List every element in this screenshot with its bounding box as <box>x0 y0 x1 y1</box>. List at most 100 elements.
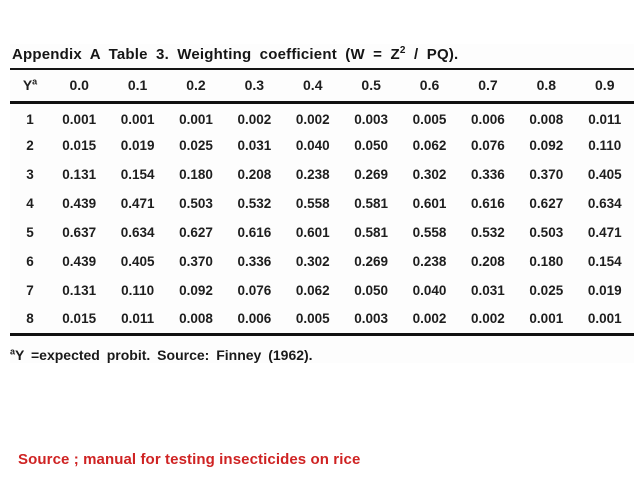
value-cell: 0.003 <box>354 111 389 127</box>
weighting-coefficient-table: Ya 0.0 0.1 0.2 0.3 0.4 0.5 0.6 0.7 0.8 0.9 1 0.001… <box>10 68 634 336</box>
column-header: 0.3 <box>244 77 265 94</box>
value-cell: 0.439 <box>62 254 97 269</box>
column-header: 0.7 <box>478 77 498 94</box>
value-cell: 0.532 <box>237 196 272 211</box>
value-cell: 0.370 <box>179 254 213 269</box>
column-header: 0.2 <box>186 77 206 94</box>
value-cell: 0.092 <box>529 138 564 153</box>
value-cell: 0.601 <box>295 225 330 240</box>
row-label: 1 <box>26 111 34 127</box>
y-footnote-marker: a <box>32 76 38 87</box>
value-cell: 0.110 <box>588 138 622 153</box>
row-label: 5 <box>26 225 34 240</box>
value-cell: 0.001 <box>529 311 564 327</box>
value-cell: 0.581 <box>354 196 389 211</box>
z-squared-exponent: 2 <box>399 45 406 56</box>
value-cell: 0.001 <box>62 111 97 127</box>
scanned-table-region: Appendix A Table 3. Weighting coefficien… <box>10 44 634 363</box>
value-cell: 0.019 <box>120 138 155 153</box>
value-cell: 0.002 <box>471 311 505 327</box>
value-cell: 0.370 <box>529 167 564 182</box>
value-cell: 0.336 <box>237 254 272 269</box>
value-cell: 0.002 <box>412 311 447 327</box>
value-cell: 0.634 <box>587 196 622 211</box>
value-cell: 0.558 <box>295 196 330 211</box>
value-cell: 0.015 <box>62 138 97 153</box>
column-header: 0.6 <box>419 77 440 94</box>
value-cell: 0.154 <box>587 254 622 269</box>
column-header: 0.8 <box>536 77 557 94</box>
value-cell: 0.405 <box>120 254 155 269</box>
value-cell: 0.302 <box>295 254 330 269</box>
table-header: Ya 0.0 0.1 0.2 0.3 0.4 0.5 0.6 0.7 0.8 0.9 <box>10 69 634 102</box>
table-title-suffix: / PQ). <box>405 46 459 63</box>
value-cell: 0.019 <box>587 283 622 298</box>
value-cell: 0.031 <box>237 138 272 153</box>
value-cell: 0.002 <box>237 111 272 127</box>
value-cell: 0.558 <box>412 225 447 240</box>
table-footnote: aY =expected probit. Source: Finney (196… <box>10 345 634 363</box>
column-header: 0.0 <box>69 77 89 94</box>
value-cell: 0.011 <box>121 311 155 327</box>
value-cell: 0.050 <box>354 138 389 153</box>
value-cell: 0.003 <box>354 311 389 327</box>
value-cell: 0.110 <box>121 283 155 298</box>
table-row: 4 0.439 0.471 0.503 0.532 0.558 0.581 0.601 0.61… <box>10 189 634 218</box>
row-label: 7 <box>26 283 34 298</box>
value-cell: 0.062 <box>295 283 330 298</box>
row-label: 2 <box>26 138 34 153</box>
value-cell: 0.002 <box>295 111 330 127</box>
row-label: 3 <box>26 167 34 182</box>
table-title: Appendix A Table 3. Weighting coefficien… <box>10 44 634 68</box>
source-caption: Source ; manual for testing insecticides… <box>18 451 361 468</box>
value-cell: 0.025 <box>529 283 564 298</box>
value-cell: 0.503 <box>529 225 564 240</box>
value-cell: 0.001 <box>179 111 213 127</box>
value-cell: 0.031 <box>471 283 505 298</box>
value-cell: 0.076 <box>471 138 505 153</box>
value-cell: 0.154 <box>120 167 155 182</box>
value-cell: 0.208 <box>237 167 272 182</box>
value-cell: 0.302 <box>412 167 447 182</box>
value-cell: 0.627 <box>529 196 564 211</box>
value-cell: 0.050 <box>354 283 389 298</box>
table-row: 8 0.015 0.011 0.008 0.006 0.005 0.003 0.002 0.00… <box>10 305 634 334</box>
value-cell: 0.208 <box>471 254 505 269</box>
value-cell: 0.008 <box>179 311 213 327</box>
value-cell: 0.015 <box>62 311 97 327</box>
value-cell: 0.092 <box>179 283 213 298</box>
value-cell: 0.040 <box>412 283 447 298</box>
value-cell: 0.005 <box>412 111 447 127</box>
value-cell: 0.238 <box>295 167 330 182</box>
table-row: 1 0.001 0.001 0.001 0.002 0.002 0.003 0.005 0.00… <box>10 102 634 131</box>
table-title-text: Appendix A Table 3. Weighting coefficien… <box>12 46 400 63</box>
footnote-marker: a <box>10 345 16 356</box>
value-cell: 0.627 <box>179 225 213 240</box>
table-row: 5 0.637 0.634 0.627 0.616 0.601 0.581 0.558 0.53… <box>10 218 634 247</box>
column-header: 0.4 <box>303 77 323 94</box>
value-cell: 0.532 <box>471 225 505 240</box>
value-cell: 0.005 <box>295 311 330 327</box>
value-cell: 0.006 <box>237 311 272 327</box>
value-cell: 0.011 <box>588 111 622 127</box>
table-row: 2 0.015 0.019 0.025 0.031 0.040 0.050 0.062 0.07… <box>10 131 634 160</box>
value-cell: 0.040 <box>295 138 330 153</box>
column-header: 0.1 <box>127 77 148 94</box>
value-cell: 0.471 <box>120 196 155 211</box>
value-cell: 0.076 <box>237 283 272 298</box>
footnote-text: Y =expected probit. Source: Finney (1962… <box>15 346 313 363</box>
value-cell: 0.637 <box>62 225 97 240</box>
value-cell: 0.025 <box>179 138 213 153</box>
value-cell: 0.008 <box>529 111 564 127</box>
value-cell: 0.503 <box>179 196 213 211</box>
value-cell: 0.180 <box>529 254 564 269</box>
row-label: 4 <box>26 196 34 211</box>
value-cell: 0.471 <box>587 225 622 240</box>
value-cell: 0.006 <box>471 111 505 127</box>
value-cell: 0.238 <box>412 254 447 269</box>
value-cell: 0.616 <box>471 196 505 211</box>
value-cell: 0.131 <box>62 283 97 298</box>
value-cell: 0.001 <box>587 311 622 327</box>
value-cell: 0.001 <box>120 111 155 127</box>
table-row: 7 0.131 0.110 0.092 0.076 0.062 0.050 0.040 0.03… <box>10 276 634 305</box>
